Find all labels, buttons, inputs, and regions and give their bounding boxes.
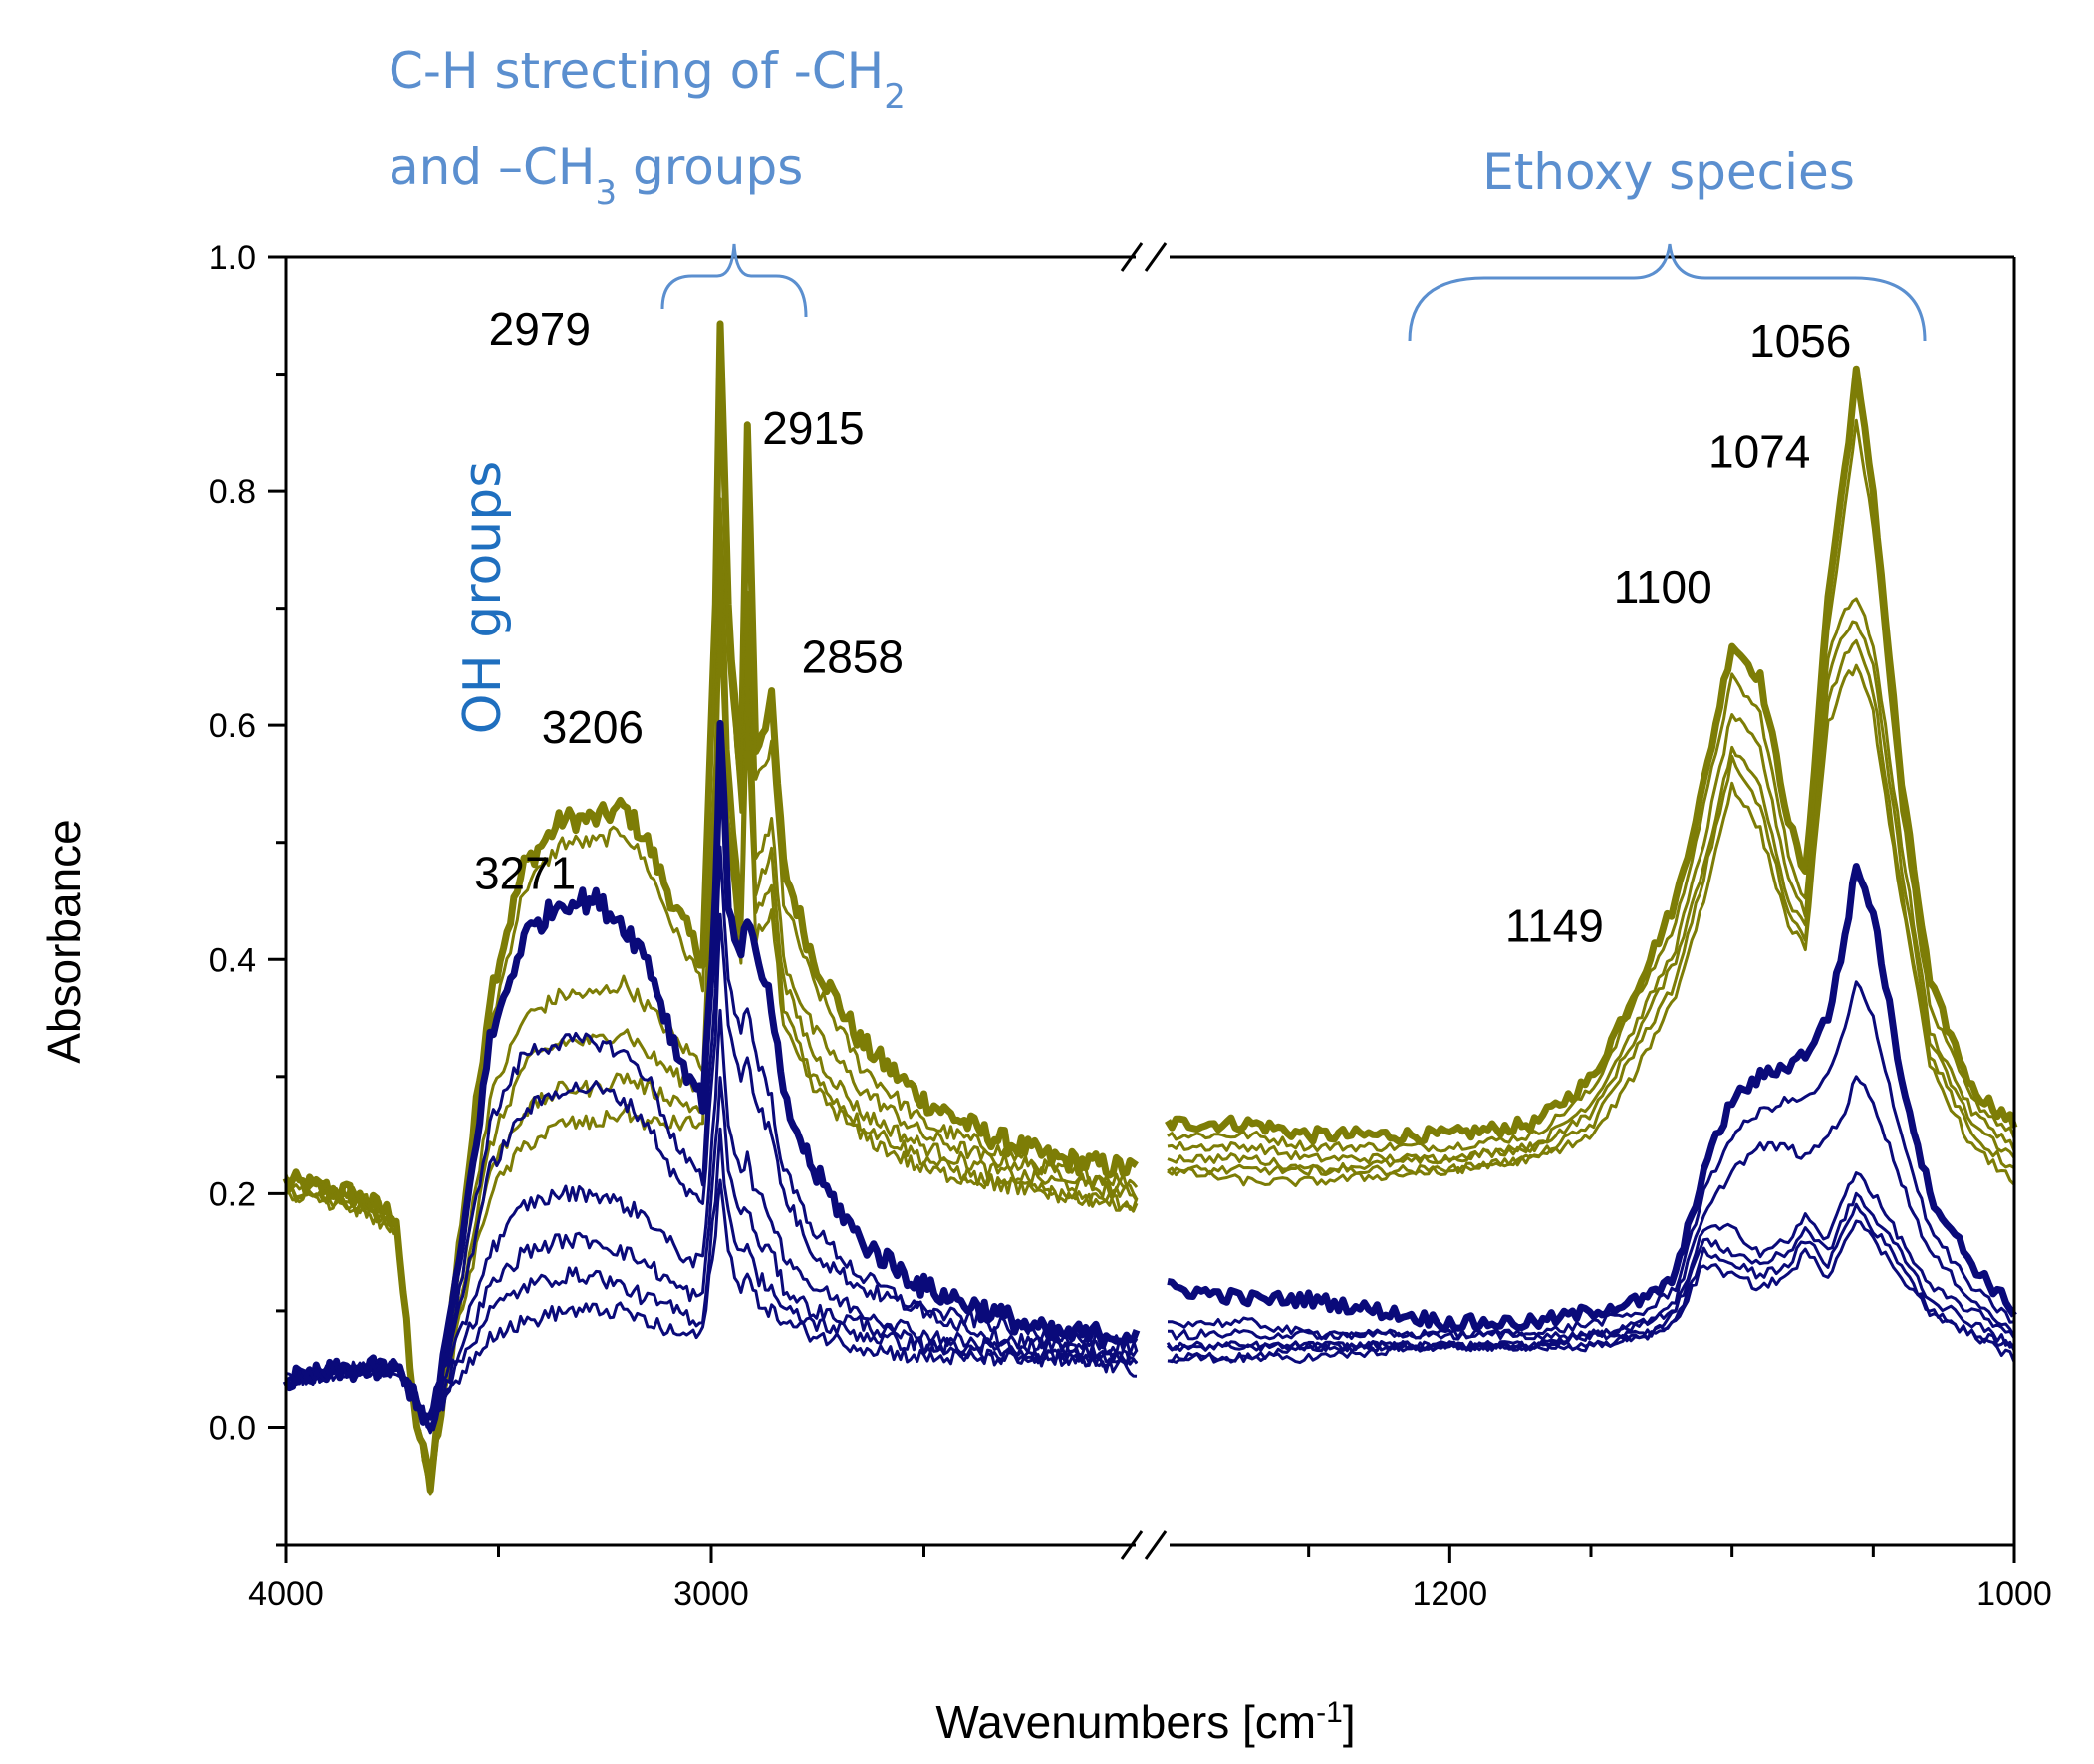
ethoxy-brace: [1408, 243, 1927, 342]
peak-label-3206: 3206: [542, 701, 644, 753]
y-tick-label: 0.6: [209, 707, 256, 745]
x-tick-label: 4000: [248, 1575, 324, 1613]
x-tick-label: 1200: [1413, 1575, 1488, 1613]
ch-stretch-annotation-line1: C-H strecting of -CH2: [389, 42, 906, 117]
ch-stretch-text1: C-H strecting of -CH: [389, 42, 884, 100]
axis-break-top-1: [1120, 242, 1144, 272]
x-tick-label: 3000: [673, 1575, 749, 1613]
peak-label-3271: 3271: [474, 848, 576, 899]
y-tick-label: 0.8: [209, 473, 256, 511]
peak-label-1100: 1100: [1614, 561, 1712, 613]
ch-stretch-sub2: 3: [595, 173, 617, 213]
series-olive-3-right: [1167, 597, 2016, 1164]
peak-label-2858: 2858: [802, 630, 904, 682]
y-axis-title: Absorbance: [38, 819, 90, 1064]
x-axis-title-sup: -1: [1316, 1696, 1343, 1729]
y-tick-label: 0.4: [209, 941, 256, 979]
ch-stretch-text3: groups: [617, 138, 803, 196]
series-navy-7-left: [284, 1178, 1138, 1432]
peak-label-2979: 2979: [489, 303, 591, 355]
y-tick-label: 1.0: [209, 239, 256, 277]
spectrum-curves: [282, 320, 2018, 1496]
series-olive-2-right: [1167, 418, 2016, 1153]
axis-break-top-2: [1144, 242, 1168, 272]
series-navy-7-right: [1167, 1219, 2016, 1365]
series-olive-4-right: [1167, 620, 2016, 1176]
peak-label-1074: 1074: [1708, 426, 1810, 478]
x-axis-title-end: ]: [1343, 1696, 1356, 1748]
peak-label-1149: 1149: [1505, 900, 1604, 952]
x-axis-title: Wavenumbers [cm-1]: [935, 1696, 1355, 1749]
x-tick-label: 1000: [1976, 1575, 2052, 1613]
peak-label-1056: 1056: [1749, 315, 1851, 367]
series-navy-2-right: [1168, 980, 2015, 1341]
axis-ticks: 0.0 0.2 0.4 0.6 0.8 1.0 4000 3000 1200 1000: [209, 239, 2052, 1613]
x-axis-title-main: Wavenumbers [cm: [935, 1696, 1316, 1748]
series-olive-5-right: [1167, 638, 2015, 1177]
ethoxy-annotation: Ethoxy species: [1482, 143, 1855, 201]
axis-break-bottom-2: [1144, 1530, 1168, 1560]
oh-groups-annotation: OH groups: [453, 461, 513, 735]
ch-stretch-annotation-line2: and –CH3 groups: [389, 138, 803, 213]
ch-stretch-brace: [660, 243, 808, 318]
y-tick-label: 0.0: [209, 1409, 256, 1447]
peak-labels: 3271 3206 2979 2915 2858 1149 1100 1074 1056: [474, 303, 1851, 951]
series-olive-6-right: [1167, 663, 2016, 1187]
peak-label-2915: 2915: [762, 402, 864, 454]
axis-break-bottom-1: [1120, 1530, 1144, 1560]
series-navy-5-right: [1166, 1191, 2016, 1353]
y-tick-label: 0.2: [209, 1175, 256, 1213]
ch-stretch-text2: and –CH: [389, 138, 595, 196]
series-navy-1-right: [1167, 863, 2017, 1333]
ch-stretch-sub1: 2: [884, 77, 906, 117]
series-olive-1-right: [1165, 365, 2018, 1146]
